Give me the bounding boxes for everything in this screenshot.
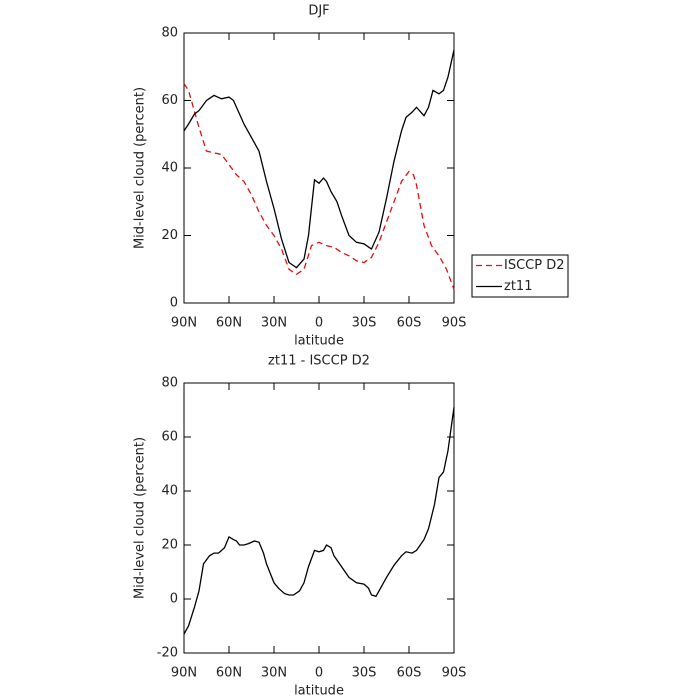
y-tick-label: 80 xyxy=(161,26,178,41)
plot-frame xyxy=(183,32,455,304)
y-tick-label: 0 xyxy=(170,592,178,607)
x-tick-label: 30N xyxy=(261,316,287,331)
chart-title: zt11 - ISCCP D2 xyxy=(268,354,370,369)
legend-box xyxy=(471,254,569,298)
legend-label: ISCCP D2 xyxy=(504,258,565,273)
y-tick-label: 60 xyxy=(161,430,178,445)
x-tick-label: 60S xyxy=(397,316,422,331)
y-tick-label: 40 xyxy=(161,161,178,176)
data-line xyxy=(183,49,455,269)
y-tick-label: 80 xyxy=(161,376,178,391)
x-tick-label: 90N xyxy=(171,666,197,681)
legend-label: zt11 xyxy=(504,279,532,294)
x-axis-label: latitude xyxy=(294,334,344,349)
y-tick-label: 20 xyxy=(161,228,178,243)
y-tick-label: 20 xyxy=(161,538,178,553)
data-line xyxy=(183,407,455,635)
x-tick-label: 30S xyxy=(352,316,377,331)
y-tick-label: 40 xyxy=(161,484,178,499)
y-axis-label: Mid-level cloud (percent) xyxy=(133,87,148,249)
x-tick-label: 60S xyxy=(397,666,422,681)
y-tick-label: 60 xyxy=(161,93,178,108)
x-tick-label: 90S xyxy=(442,316,467,331)
x-tick-label: 60N xyxy=(216,666,242,681)
x-axis-label: latitude xyxy=(294,684,344,699)
data-line xyxy=(183,83,455,290)
plot-frame xyxy=(183,382,455,654)
x-tick-label: 0 xyxy=(315,666,323,681)
y-tick-label: -20 xyxy=(157,646,178,661)
y-tick-label: 0 xyxy=(170,296,178,311)
x-tick-label: 0 xyxy=(315,316,323,331)
x-tick-label: 30S xyxy=(352,666,377,681)
chart-title: DJF xyxy=(308,4,329,19)
x-tick-label: 90S xyxy=(442,666,467,681)
x-tick-label: 60N xyxy=(216,316,242,331)
y-axis-label: Mid-level cloud (percent) xyxy=(133,437,148,599)
x-tick-label: 90N xyxy=(171,316,197,331)
x-tick-label: 30N xyxy=(261,666,287,681)
